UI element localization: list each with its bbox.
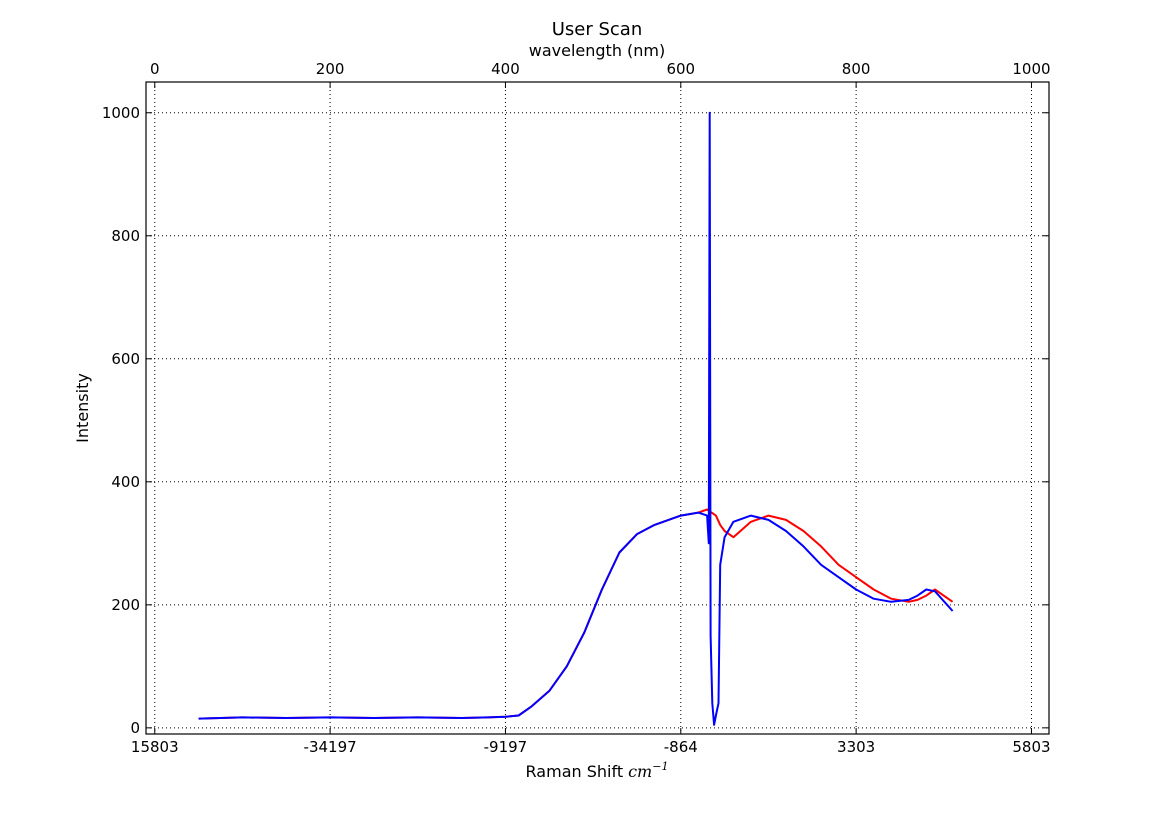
y-tick-label: 1000 (102, 104, 140, 122)
top-tick-label: 800 (842, 60, 871, 78)
y-tick-label: 0 (130, 719, 140, 737)
y-tick-label: 600 (111, 350, 140, 368)
y-tick-label: 400 (111, 473, 140, 491)
top-axis-label: wavelength (nm) (529, 41, 666, 60)
x-axis-label: Raman Shift cm−1 (526, 760, 669, 781)
series-line-1 (198, 508, 954, 720)
axis-ticks: 15803 -34197 -9197 -864 3303 5803 0 200 400 600 80… (102, 60, 1051, 756)
x-axis-label-unit-exponent: −1 (652, 760, 668, 773)
bottom-tick-label: 5803 (1012, 738, 1050, 756)
top-tick-label: 600 (666, 60, 695, 78)
y-tick-label: 200 (111, 596, 140, 614)
bottom-tick-label: -9197 (484, 738, 528, 756)
top-tick-label: 400 (491, 60, 520, 78)
top-tick-label: 1000 (1012, 60, 1050, 78)
top-tick-label: 200 (316, 60, 345, 78)
bottom-tick-label: -864 (664, 738, 698, 756)
bottom-tick-label: -34197 (304, 738, 357, 756)
x-axis-label-unit: cm (628, 762, 652, 781)
series-line-2 (198, 111, 954, 726)
top-tick-label: 0 (150, 60, 160, 78)
bottom-tick-label: 15803 (131, 738, 179, 756)
y-axis-label: Intensity (73, 373, 92, 443)
series-layer (198, 111, 954, 726)
chart-title: User Scan (552, 19, 643, 40)
y-tick-label: 800 (111, 227, 140, 245)
bottom-tick-label: 3303 (837, 738, 875, 756)
x-axis-label-text: Raman Shift (526, 762, 624, 781)
plot-frame (145, 81, 1050, 735)
grid (146, 82, 1049, 734)
